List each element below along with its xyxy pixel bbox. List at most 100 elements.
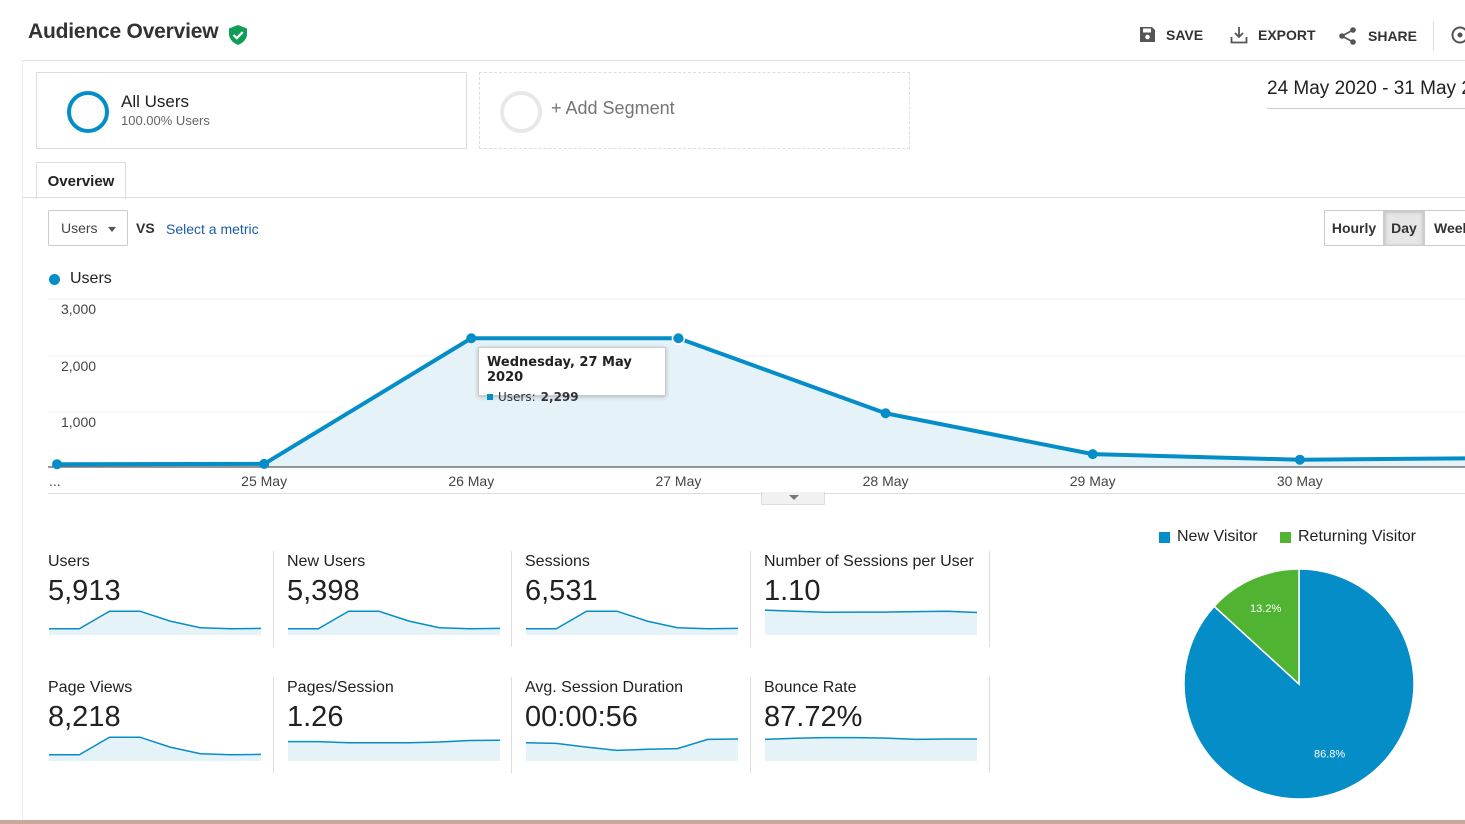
toolbar-divider — [1433, 22, 1434, 50]
users-data-point[interactable] — [1087, 449, 1098, 460]
sparkline-line — [764, 609, 978, 614]
vs-label: VS — [136, 220, 155, 236]
date-range-picker[interactable]: 24 May 2020 - 31 May 2020 — [1267, 78, 1465, 109]
tooltip-date: Wednesday, 27 May 2020 — [487, 355, 632, 385]
stat-card[interactable]: Sessions 6,531 — [525, 553, 747, 647]
empty-segment-ring-icon — [500, 91, 542, 133]
tab-overview[interactable]: Overview — [36, 162, 126, 199]
stat-label: Avg. Session Duration — [525, 679, 684, 696]
users-data-point[interactable] — [52, 459, 62, 470]
users-data-point[interactable] — [259, 458, 270, 469]
stat-divider — [511, 677, 512, 773]
x-tick-label: ... — [49, 473, 61, 489]
sparkline-line — [764, 736, 977, 741]
stat-divider — [511, 551, 512, 647]
stat-label: Pages/Session — [287, 679, 394, 696]
sparkline-line — [49, 610, 262, 630]
x-tick-label: 27 May — [655, 473, 701, 489]
stat-divider — [989, 551, 990, 647]
stat-card[interactable]: Number of Sessions per User 1.10 — [764, 553, 986, 647]
metric-dropdown[interactable]: Users — [48, 210, 128, 246]
header-divider — [22, 60, 1465, 61]
add-segment-button[interactable]: + Add Segment — [479, 72, 910, 149]
export-label: EXPORT — [1258, 27, 1316, 43]
metric-dropdown-value: Users — [61, 220, 98, 236]
new-visitor-swatch — [1159, 531, 1170, 543]
stat-card[interactable]: Pages/Session 1.26 — [287, 679, 509, 773]
page-title: Audience Overview — [28, 20, 219, 43]
content-left-border — [22, 60, 23, 820]
granularity-hourly-button[interactable]: Hourly — [1324, 210, 1384, 246]
sparkline-line — [525, 738, 739, 752]
sparkline-area — [765, 610, 977, 635]
verified-shield-icon — [229, 25, 247, 45]
save-icon — [1140, 27, 1155, 42]
users-data-point[interactable] — [880, 408, 891, 419]
sparkline-area — [526, 611, 738, 635]
x-tick-label: 26 May — [448, 473, 494, 489]
select-metric-link[interactable]: Select a metric — [166, 221, 259, 237]
chart-bottom-divider — [48, 493, 1465, 494]
stat-card[interactable]: Avg. Session Duration 00:00:56 — [525, 679, 747, 773]
users-data-point[interactable] — [673, 333, 684, 344]
stat-value: 6,531 — [525, 575, 598, 607]
share-button[interactable]: SHARE — [1338, 26, 1417, 46]
y-tick-label: 3,000 — [61, 301, 96, 317]
tooltip-series-label: Users: — [498, 390, 536, 404]
save-button[interactable]: SAVE — [1139, 26, 1203, 43]
sparkline-line — [49, 736, 262, 756]
users-data-point[interactable] — [1294, 454, 1305, 465]
segment-percentage: 100.00% Users — [121, 113, 210, 128]
pie-legend-returning-visitor: Returning Visitor — [1280, 528, 1416, 546]
stat-value: 87.72% — [764, 701, 863, 733]
stat-divider — [273, 677, 274, 773]
stat-sparkline — [764, 609, 978, 635]
y-tick-label: 1,000 — [61, 414, 96, 430]
segment-all-users[interactable]: All Users 100.00% Users — [36, 72, 467, 149]
segment-ring-icon — [67, 91, 109, 133]
export-button[interactable]: EXPORT — [1230, 26, 1316, 44]
share-icon — [1339, 27, 1356, 45]
stat-divider — [989, 677, 990, 773]
stat-label: New Users — [287, 553, 366, 570]
x-tick-label: 29 May — [1070, 473, 1116, 489]
stat-value: 1.26 — [287, 701, 344, 733]
stat-sparkline — [49, 736, 262, 761]
stat-sparkline — [288, 610, 501, 635]
sparkline-area — [49, 737, 261, 761]
granularity-week-button[interactable]: Week — [1424, 210, 1465, 246]
sparkline-area — [288, 611, 500, 635]
visitor-type-pie-chart[interactable]: 86.8% 13.2% — [1180, 565, 1420, 805]
pie-slice-returning-visitor[interactable] — [1213, 568, 1300, 686]
window-bottom-edge — [0, 820, 1465, 824]
collapse-chart-toggle[interactable] — [761, 492, 825, 505]
save-label: SAVE — [1166, 26, 1204, 43]
users-line-chart[interactable]: 3,000 2,000 1,000... 25 May 26 May 27 May 28 M… — [0, 290, 1465, 495]
stat-value: 5,913 — [48, 575, 121, 607]
stat-sparkline — [764, 736, 977, 761]
granularity-day-button[interactable]: Day — [1384, 210, 1424, 246]
x-tick-label: 30 May — [1277, 473, 1323, 489]
stat-label: Bounce Rate — [764, 679, 857, 696]
tooltip-series-marker — [487, 394, 493, 400]
stat-card[interactable]: Bounce Rate 87.72% — [764, 679, 986, 773]
segment-name: All Users — [121, 92, 190, 111]
users-series-line — [56, 336, 1465, 467]
chart-tooltip: Wednesday, 27 May 2020 Users: 2,299 — [478, 347, 666, 404]
sparkline-area — [288, 740, 500, 761]
x-tick-label: 25 May — [241, 473, 287, 489]
stat-card[interactable]: New Users 5,398 — [287, 553, 509, 647]
stat-label: Users — [48, 553, 90, 570]
stat-sparkline — [49, 610, 262, 635]
returning-visitor-swatch — [1280, 531, 1291, 543]
stat-card[interactable]: Users 5,913 — [48, 553, 270, 647]
y-tick-label: 2,000 — [61, 358, 96, 374]
users-data-point[interactable] — [466, 333, 477, 344]
stat-card[interactable]: Page Views 8,218 — [48, 679, 270, 773]
insights-icon[interactable] — [1450, 25, 1465, 45]
add-segment-label: + Add Segment — [551, 98, 675, 118]
sparkline-line — [288, 739, 501, 744]
stat-value: 5,398 — [287, 575, 360, 607]
hovered-data-point-ring — [671, 331, 686, 346]
pie-legend-new-visitor: New Visitor — [1159, 528, 1258, 546]
